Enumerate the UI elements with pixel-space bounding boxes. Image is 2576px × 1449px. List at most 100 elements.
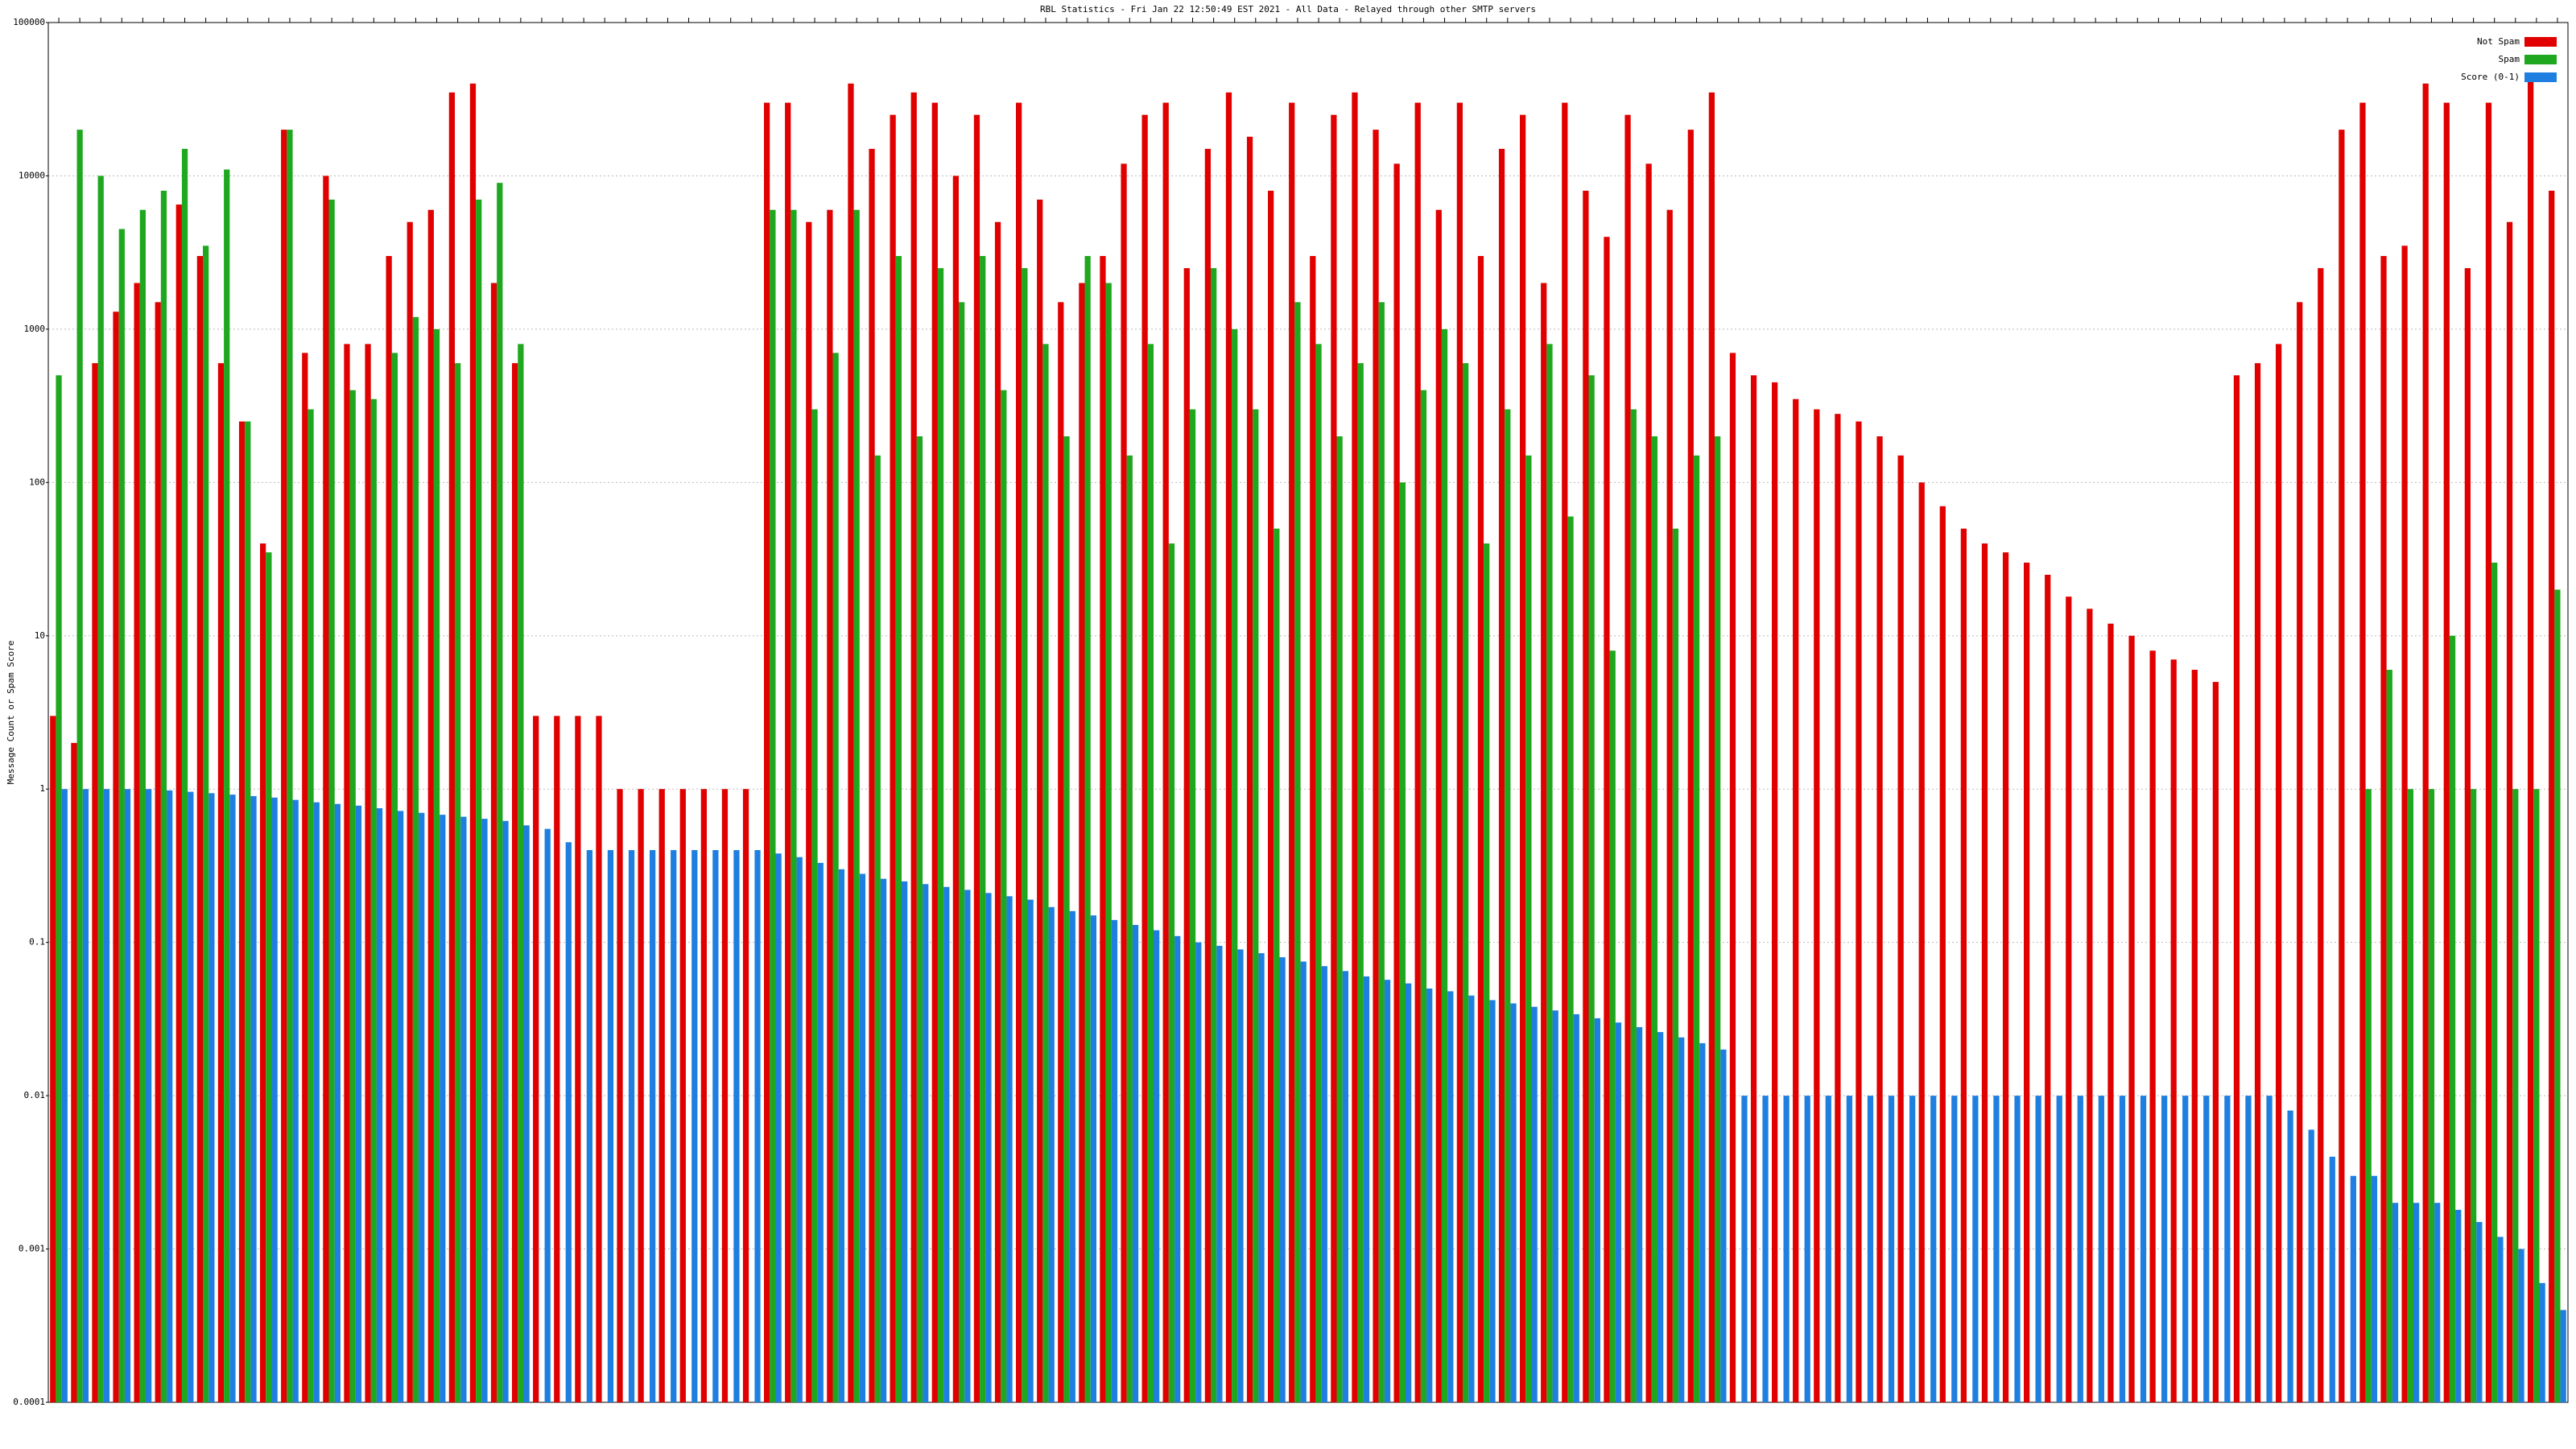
legend-label: Not Spam [2477,36,2520,47]
bar [1027,899,1034,1402]
bar [433,328,440,1402]
bar [1741,1096,1748,1402]
bar [1918,482,1925,1403]
bar [1426,988,1433,1402]
bar [2386,670,2392,1402]
bar [2191,670,2198,1402]
bar [238,421,246,1402]
bar [188,791,194,1402]
legend-swatch [2524,55,2557,64]
bar [1772,382,1778,1403]
y-tick-label: 0.001 [19,1244,45,1254]
bar [817,862,824,1402]
bar [391,353,398,1402]
bar [575,716,581,1402]
bar [1510,1003,1517,1402]
bar [1321,966,1327,1402]
bar [145,789,152,1402]
bar [1567,516,1574,1402]
bar [1835,414,1841,1402]
bar [1750,375,1757,1402]
bar [2297,302,2303,1403]
bar [1588,375,1595,1402]
legend-label: Spam [2499,54,2520,64]
bar [2485,102,2492,1403]
bar [518,344,524,1402]
bar [2359,102,2366,1403]
bar [1645,163,1652,1402]
bar [460,816,467,1402]
bar [2140,1096,2147,1402]
bar [502,820,509,1402]
bar [376,808,383,1402]
bar [1001,390,1007,1403]
bar [1604,237,1610,1402]
bar [1246,136,1253,1402]
legend-swatch [2524,37,2557,47]
bar [175,204,182,1402]
bar [2554,589,2561,1402]
bar [1693,455,1700,1402]
bar [134,283,140,1403]
bar [796,857,803,1402]
bar [1399,482,1406,1403]
bar [959,302,965,1403]
bar [628,850,635,1402]
bar [287,130,293,1402]
bar [691,850,698,1402]
bar [208,793,215,1402]
bar [407,221,413,1402]
bar [943,886,950,1402]
bar [1909,1096,1916,1402]
bar [658,789,665,1402]
bar [1435,209,1442,1402]
bar [2014,1096,2021,1402]
bar [1342,971,1348,1402]
bar [596,716,602,1402]
bar [1463,363,1469,1402]
bar [1876,436,1883,1402]
bar [455,363,461,1402]
bar [1562,102,1568,1403]
bar [2428,789,2435,1402]
bar [2491,562,2498,1403]
bar [1699,1042,1706,1402]
bar [2380,256,2387,1402]
bar [1447,991,1454,1402]
bar [764,102,770,1403]
bar [245,421,251,1402]
bar [937,268,944,1403]
bar [679,789,686,1402]
bar [712,850,719,1402]
bar [2224,1096,2231,1402]
bar [544,828,551,1402]
bar [671,850,677,1402]
bar [313,802,320,1402]
y-tick-label: 1 [39,783,45,794]
bar [1084,256,1091,1402]
bar [2024,562,2030,1403]
bar [2149,650,2156,1402]
bar [71,742,77,1402]
bar [1153,930,1160,1402]
bar [1315,344,1322,1402]
bar [838,869,844,1402]
bar [1541,283,1547,1403]
bar [2276,344,2282,1402]
bar [586,850,592,1402]
bar [1126,455,1133,1402]
bar [1253,409,1259,1402]
bar [118,229,125,1403]
bar [1505,409,1511,1402]
bar [523,825,530,1402]
bar [512,363,518,1402]
bar [2233,375,2240,1402]
bar [2528,76,2534,1403]
bar [1441,328,1448,1402]
bar [1960,528,1967,1402]
bar [1258,953,1265,1402]
bar [2318,268,2324,1403]
bar [1063,436,1070,1402]
bar [2476,1222,2483,1402]
bar [890,114,896,1403]
